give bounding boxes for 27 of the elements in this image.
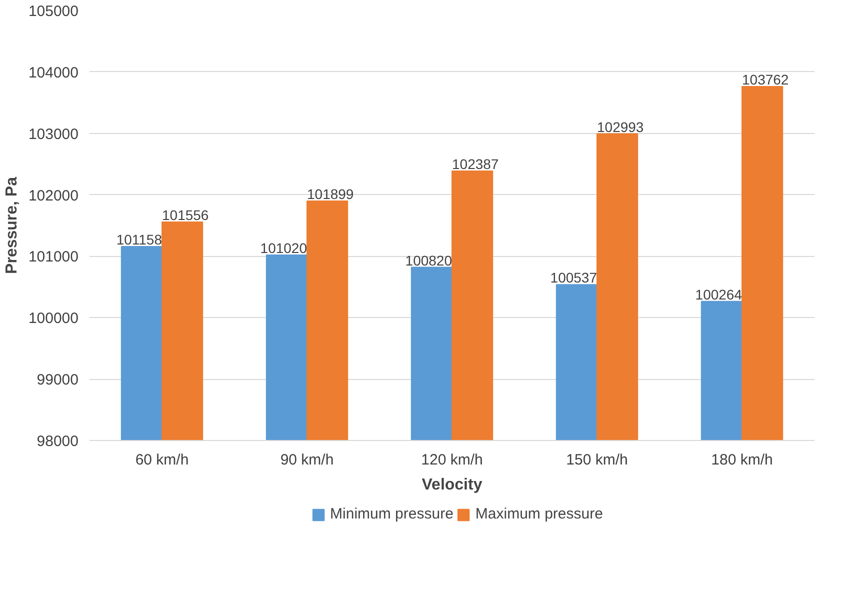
data-label: 101556 — [162, 207, 209, 224]
y-tick-label: 98000 — [36, 433, 79, 450]
data-label: 100264 — [695, 286, 742, 302]
data-label: 101899 — [307, 186, 354, 202]
legend-label: Minimum pressure — [330, 506, 454, 522]
x-tick-label: 120 km/h — [421, 452, 483, 468]
y-tick-label: 99000 — [36, 372, 79, 389]
data-label: 100537 — [550, 270, 598, 286]
data-label: 101020 — [260, 240, 308, 256]
legend-label: Maximum pressure — [475, 506, 603, 522]
y-tick-label: 105000 — [28, 3, 79, 20]
data-label: 100820 — [405, 252, 452, 268]
y-tick-label: 103000 — [28, 126, 79, 143]
x-tick-label: 150 km/h — [566, 452, 628, 468]
data-label: 102387 — [452, 156, 499, 172]
data-label: 103762 — [742, 72, 789, 88]
x-tick-label: 90 km/h — [280, 452, 334, 468]
y-tick-label: 102000 — [28, 187, 79, 204]
y-tick-label: 100000 — [28, 310, 79, 328]
data-label: 101158 — [116, 232, 162, 248]
x-tick-label: 180 km/h — [711, 452, 773, 468]
x-axis-title: Velocity — [422, 476, 482, 494]
x-tick-label: 60 km/h — [135, 452, 189, 468]
y-tick-label: 101000 — [28, 248, 79, 266]
y-tick-label: 104000 — [28, 64, 79, 82]
data-label: 102993 — [597, 118, 644, 135]
y-axis-title: Pressure, Pa — [3, 176, 20, 274]
